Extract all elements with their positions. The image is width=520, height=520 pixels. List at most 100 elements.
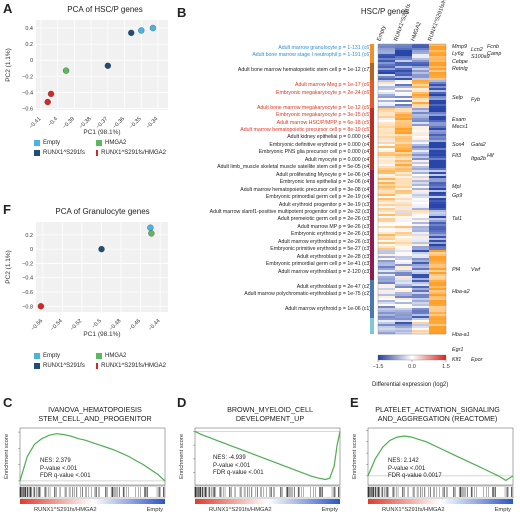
- heatmap-cell: [429, 152, 446, 155]
- heatmap-cell: [429, 150, 446, 153]
- heatmap-cell: [395, 76, 412, 79]
- heatmap-term-label: [200, 298, 371, 305]
- heatmap-term-label: Embryonic definitive erythroid p = 0.000…: [269, 141, 371, 148]
- heatmap-cell: [412, 74, 429, 77]
- heatmap-cell: [429, 322, 446, 325]
- heatmap-cell: [429, 300, 446, 303]
- heatmap-cell: [429, 262, 446, 265]
- heatmap-cell: [429, 124, 446, 127]
- heatmap-cell: [429, 244, 446, 247]
- heatmap-cell: [429, 166, 446, 169]
- heatmap-cell: [378, 62, 395, 65]
- heatmap-cell: [429, 132, 446, 135]
- right-phenotype-label: Empty: [495, 507, 512, 513]
- heatmap-cell: [412, 272, 429, 275]
- heatmap-cell: [395, 282, 412, 285]
- heatmap-cell: [412, 46, 429, 49]
- heatmap-cell: [395, 92, 412, 95]
- heatmap-cell: [412, 114, 429, 117]
- heatmap-cell: [378, 106, 395, 109]
- heatmap-cell: [412, 82, 429, 85]
- pca-granulocyte-legend: Empty HMGA2 RUNX1^S291fs RUNX1^S291fs/HM…: [34, 352, 174, 370]
- heatmap-cell: [412, 208, 429, 211]
- heatmap-cell: [395, 276, 412, 279]
- heatmap-cell: [412, 48, 429, 51]
- heatmap-cell: [395, 60, 412, 63]
- scatter-point: [147, 224, 154, 231]
- heatmap-cell: [378, 186, 395, 189]
- heatmap-cell: [378, 204, 395, 207]
- heatmap-cell: [395, 52, 412, 55]
- heatmap-cell: [412, 212, 429, 215]
- heatmap-cell: [395, 114, 412, 117]
- heatmap-cell: [395, 254, 412, 257]
- ranked-list-bar: [195, 499, 340, 504]
- heatmap-term-label: Adult bone marrow stage I neutrophil p =…: [252, 52, 371, 59]
- heatmap-cell: [412, 180, 429, 183]
- enrichment-curve: [367, 435, 514, 482]
- y-axis-title: PC2 (1.1%): [5, 250, 12, 284]
- heatmap-cell: [395, 184, 412, 187]
- heatmap-cell: [378, 114, 395, 117]
- heatmap-cell: [429, 136, 446, 139]
- heatmap-cell: [429, 286, 446, 289]
- heatmap-cell: [395, 232, 412, 235]
- heatmap-cell: [395, 176, 412, 179]
- heatmap-cell: [395, 260, 412, 263]
- heatmap-term-label: [200, 97, 371, 104]
- heatmap-cell: [412, 126, 429, 129]
- heatmap-cell: [429, 326, 446, 329]
- pca-hscp-legend: Empty HMGA2 RUNX1^S291fs RUNX1^S291fs/HM…: [34, 139, 174, 157]
- gsea-plot-frame: [367, 427, 514, 486]
- heatmap-cell: [429, 50, 446, 53]
- heatmap-cell: [395, 148, 412, 151]
- heatmap-cell: [412, 220, 429, 223]
- heatmap-cell: [429, 218, 446, 221]
- gene-label: Fyb: [471, 97, 480, 104]
- heatmap-cell: [412, 50, 429, 53]
- heatmap-cell: [429, 172, 446, 175]
- heatmap-cell: [429, 206, 446, 209]
- heatmap-cell: [395, 296, 412, 299]
- heatmap-cell: [378, 326, 395, 329]
- heatmap-cell: [378, 144, 395, 147]
- heatmap-cell: [412, 66, 429, 69]
- heatmap-cell: [429, 284, 446, 287]
- heatmap-cell: [378, 92, 395, 95]
- heatmap-cell: [395, 78, 412, 81]
- gsea-e-stats: NES: 2.142 P-value <.001 FDR q-value 0.001…: [388, 458, 442, 479]
- heatmap-cell: [429, 76, 446, 79]
- heatmap-cell: [412, 148, 429, 151]
- enrichment-curve: [19, 433, 166, 482]
- gsea-d-chart: RUNX1^S291fs/HMGA2 Empty Enrichment score: [179, 427, 341, 513]
- x-axis-title: PC1 (98.1%): [83, 331, 120, 338]
- heatmap-cell: [378, 268, 395, 271]
- heatmap-cell: [429, 146, 446, 149]
- y-tick-label: 0: [30, 247, 33, 253]
- y-tick-label: 0: [30, 58, 33, 64]
- heatmap-cell: [395, 158, 412, 161]
- gsea-e-title: PLATELET_ACTIVATION_SIGNALING AND_AGGREGA…: [375, 405, 500, 423]
- heatmap-cell: [395, 136, 412, 139]
- heatmap-cell: [395, 190, 412, 193]
- heatmap-cell: [378, 216, 395, 219]
- heatmap-term-label: Adult marrow Meg p = 1e-17 (c6): [295, 82, 371, 89]
- y-tick-label: −0.8: [22, 304, 33, 310]
- heatmap-cell: [429, 320, 446, 323]
- heatmap-cell: [412, 84, 429, 87]
- heatmap-cell: [412, 146, 429, 149]
- heatmap-term-label: Adult erythroblast p = 2e-47 (c2): [296, 283, 371, 290]
- heatmap-cell: [378, 58, 395, 61]
- heatmap-cell: [395, 204, 412, 207]
- gene-label: Klf1: [452, 357, 462, 364]
- heatmap-cell: [395, 132, 412, 135]
- heatmap-cell: [378, 86, 395, 89]
- cluster-bar-segment: [370, 108, 374, 170]
- heatmap-term-label: Adult bone marrow hematopoietic stem cel…: [237, 67, 371, 74]
- heatmap-cell: [429, 104, 446, 107]
- heatmap-cell: [378, 150, 395, 153]
- heatmap-cell: [395, 108, 412, 111]
- heatmap-cell: [395, 54, 412, 57]
- heatmap-term-label: [200, 60, 371, 67]
- heatmap-cell: [395, 66, 412, 69]
